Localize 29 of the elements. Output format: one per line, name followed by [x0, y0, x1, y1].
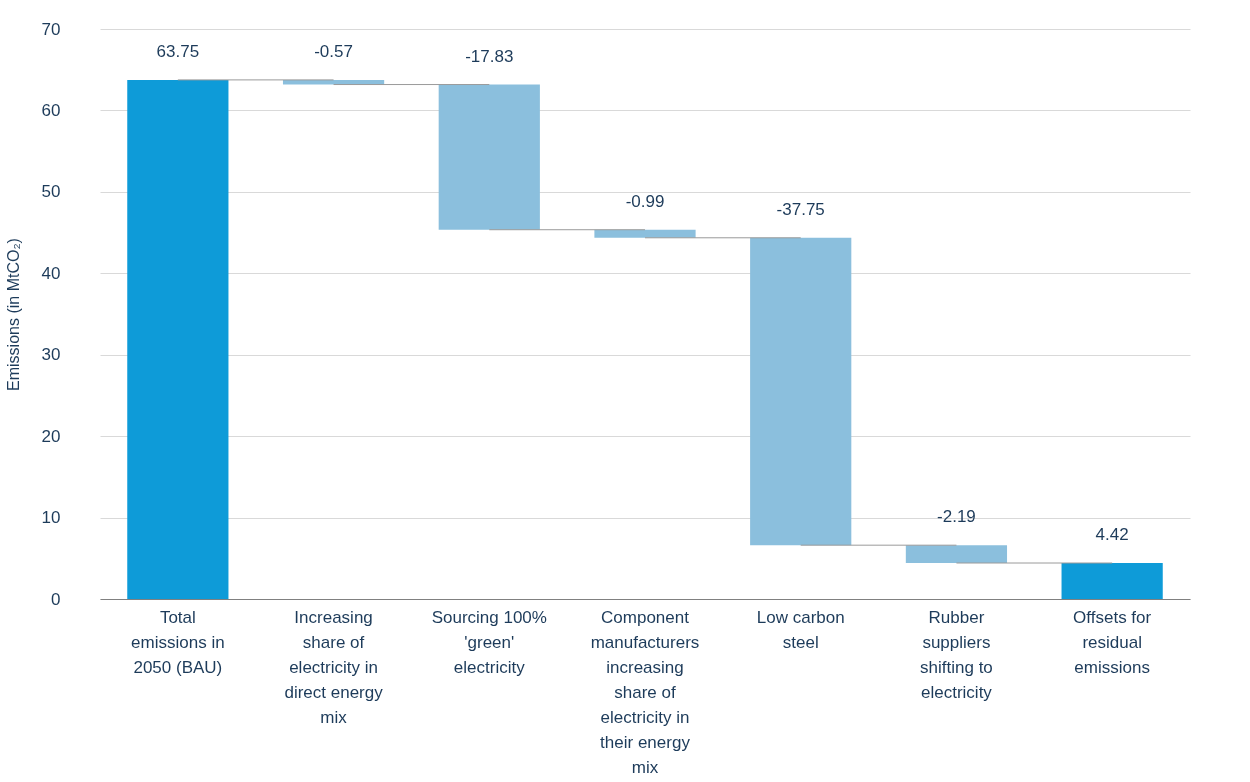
x-tick-label: Total emissions in 2050 (BAU) — [131, 607, 225, 677]
bar — [905, 545, 1008, 564]
x-tick-label: Component manufacturers increasing share of electricity in their energy mix — [590, 607, 700, 777]
y-tick-label: 50 — [41, 182, 61, 202]
bar — [750, 237, 852, 546]
data-label: -2.19 — [937, 507, 976, 527]
y-tick-label: 70 — [41, 19, 61, 39]
bar — [438, 84, 540, 230]
y-axis-title: Emissions (in MtCO₂) — [4, 238, 22, 391]
bar — [1061, 563, 1163, 599]
y-tick-label: 40 — [41, 263, 61, 283]
y-tick-label: 20 — [41, 426, 61, 446]
x-tick-label: Increasing share of electricity in direct energy mix — [284, 607, 384, 727]
x-tick-label: Rubber suppliers shifting to electricity — [920, 607, 993, 702]
x-tick-label: Low carbon steel — [756, 607, 845, 652]
y-tick-label: 0 — [51, 589, 61, 609]
bar — [127, 79, 229, 599]
data-label: 4.42 — [1095, 525, 1129, 545]
data-label: -17.83 — [465, 46, 514, 66]
y-tick-label: 60 — [41, 100, 61, 120]
data-label: -37.75 — [776, 199, 825, 219]
x-tick-label: Offsets for residual emissions — [1073, 607, 1152, 677]
x-tick-label: Sourcing 100% 'green' electricity — [431, 607, 547, 677]
y-tick-label: 10 — [41, 508, 61, 528]
y-tick-label: 30 — [41, 345, 61, 365]
data-label: 63.75 — [156, 41, 200, 61]
bar — [594, 229, 696, 238]
data-label: -0.99 — [625, 191, 665, 211]
data-label: -0.57 — [314, 41, 353, 61]
